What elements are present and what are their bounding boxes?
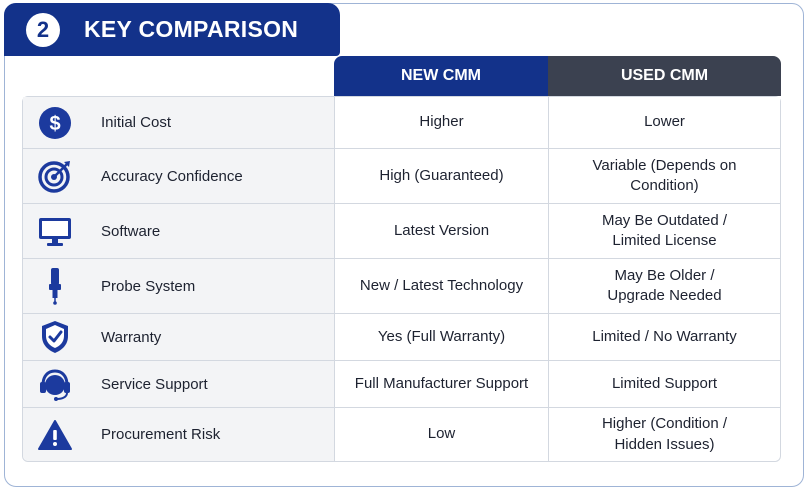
monitor-icon xyxy=(37,213,73,249)
table-row: Service Support Full Manufacturer Suppor… xyxy=(23,360,780,407)
used-cmm-value: Limited Support xyxy=(548,361,780,407)
new-cmm-value: New / Latest Technology xyxy=(334,259,548,313)
dollar-icon: $ xyxy=(37,105,73,141)
new-cmm-value: Yes (Full Warranty) xyxy=(334,314,548,360)
warning-icon xyxy=(37,417,73,453)
used-cmm-value: May Be Older / Upgrade Needed xyxy=(548,259,780,313)
feature-label: Probe System xyxy=(101,277,196,295)
new-cmm-value: High (Guaranteed) xyxy=(334,149,548,203)
column-header-used: USED CMM xyxy=(548,56,781,96)
section-header: 2 KEY COMPARISON xyxy=(4,3,340,56)
column-header-new: NEW CMM xyxy=(334,56,548,96)
headset-icon xyxy=(37,366,73,402)
feature-label: Initial Cost xyxy=(101,114,172,131)
used-cmm-value: Lower xyxy=(548,97,780,148)
new-cmm-value: Low xyxy=(334,408,548,461)
feature-label: Software xyxy=(101,222,161,240)
table-row: Accuracy Confidence High (Guaranteed) Va… xyxy=(23,148,780,203)
used-cmm-value: Limited / No Warranty xyxy=(548,314,780,360)
table-row: Probe System New / Latest Technology May… xyxy=(23,258,780,313)
table-row: $ Initial Cost Higher Lower xyxy=(23,97,780,148)
target-icon xyxy=(37,158,73,194)
new-cmm-value: Full Manufacturer Support xyxy=(334,361,548,407)
feature-label: Procurement Risk xyxy=(101,426,221,443)
section-title: KEY COMPARISON xyxy=(84,16,299,42)
new-cmm-value: Higher xyxy=(334,97,548,148)
used-cmm-value: Higher (Condition / Hidden Issues) xyxy=(548,408,780,461)
used-cmm-value: May Be Outdated / Limited License xyxy=(548,204,780,258)
step-number-badge: 2 xyxy=(26,12,60,47)
feature-label: Warranty xyxy=(101,328,162,346)
comparison-table: $ Initial Cost Higher Lower Accuracy Con… xyxy=(22,96,781,462)
table-row: Warranty Yes (Full Warranty) Limited / N… xyxy=(23,313,780,360)
feature-label: Accuracy Confidence xyxy=(101,167,243,185)
shield-icon xyxy=(37,319,73,355)
used-cmm-value: Variable (Depends on Condition) xyxy=(548,149,780,203)
table-row: Procurement Risk Low Higher (Condition /… xyxy=(23,407,780,461)
new-cmm-value: Latest Version xyxy=(334,204,548,258)
probe-icon xyxy=(37,268,73,305)
svg-text:$: $ xyxy=(49,113,60,135)
feature-label: Service Support xyxy=(101,375,208,393)
table-row: Software Latest Version May Be Outdated … xyxy=(23,203,780,258)
